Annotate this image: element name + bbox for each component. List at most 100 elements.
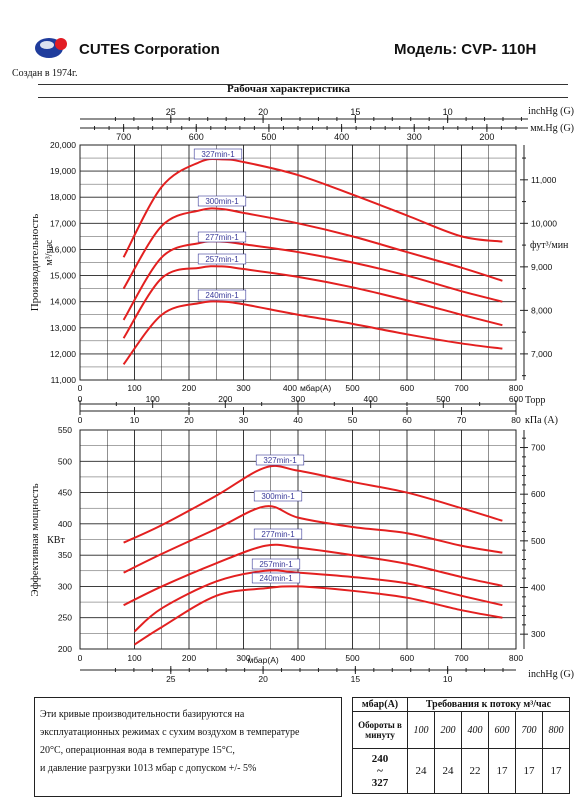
chart1-xtick-label: 500 [345, 383, 359, 393]
table-header-flow: Требования к потоку м³/час [407, 697, 570, 712]
chart1-ytick-label: 13,000 [50, 323, 76, 333]
header-rule-bottom [38, 97, 568, 98]
chart1-y2tick-label: 8,000 [531, 305, 553, 315]
kpa-axis-label: кПа (A) [525, 415, 558, 426]
chart2-y2tick-label: 700 [531, 443, 545, 453]
chart1-y2tick-label: 7,000 [531, 349, 553, 359]
chart1-ytick-label: 20,000 [50, 140, 76, 150]
chart2-ytick-label: 500 [58, 456, 72, 466]
table-rpm-range: 240 ~ 327 [352, 748, 408, 794]
rpm-range-bottom: 327 [371, 777, 389, 789]
chart2-ytick-label: 400 [58, 519, 72, 529]
chart1-series-label-box [197, 289, 247, 301]
chart1-y2tick-label: 11,000 [531, 175, 557, 185]
table-header-pressure: мбар(A) [352, 697, 408, 712]
torr-tick-label: 0 [78, 394, 83, 404]
chart1-xtick-label: 200 [182, 383, 196, 393]
chart1-xtick-label: 800 [509, 383, 523, 393]
flow-requirements-table: мбар(A) Требования к потоку м³/час Оборо… [352, 697, 570, 794]
kpa-tick-label: 10 [130, 415, 140, 425]
chart2-series-label: 300min-1 [261, 492, 295, 501]
chart2-series-label: 257min-1 [259, 560, 293, 569]
company-name: CUTES Corporation [79, 41, 220, 58]
chart1-y2tick-label: 9,000 [531, 262, 553, 272]
chart2-curve [133, 585, 503, 646]
kpa-tick-label: 60 [402, 415, 412, 425]
chart1-y2tick-label: 10,000 [531, 218, 557, 228]
mmhg-tick-label: 200 [479, 132, 494, 142]
table-pressure-cell: 700 [515, 711, 543, 749]
page-subtitle: Рабочая характеристика [226, 83, 351, 95]
chart1-ylabel-unit: м³/час [44, 239, 55, 266]
torr-tick-label: 300 [291, 394, 305, 404]
chart2-series-label-box [251, 558, 301, 570]
table-value-cell: 17 [488, 748, 516, 794]
inhg-bottom-tick-label: 25 [166, 674, 176, 684]
chart1-xtick-label: 700 [454, 383, 468, 393]
chart1-xtick-label: 600 [400, 383, 414, 393]
note-box [34, 697, 342, 797]
chart1-series-label: 300min-1 [205, 197, 239, 206]
table-pressure-cell: 400 [461, 711, 489, 749]
chart2-ylabel: Эффективная мощность [29, 483, 41, 596]
kpa-tick-label: 70 [457, 415, 467, 425]
chart1-ytick-label: 15,000 [50, 271, 76, 281]
chart1-series-label-box [197, 195, 247, 207]
table-value-cell: 22 [461, 748, 489, 794]
chart2-xtick-label: 100 [127, 653, 141, 663]
founded-text: Создан в 1974г. [12, 68, 78, 79]
chart1-xtick-label: 400 [283, 383, 297, 393]
chart1-series-label-box [197, 253, 247, 265]
chart2-series-label: 240min-1 [259, 574, 293, 583]
table-value-cell: 24 [407, 748, 435, 794]
chart1-y2label: фут³/мин [530, 240, 569, 251]
chart2-y2tick-label: 600 [531, 489, 545, 499]
chart2-series-label-box [253, 528, 303, 540]
table-value-cell: 24 [434, 748, 462, 794]
chart1-xtick-label: 300 [236, 383, 250, 393]
chart1-curve [122, 207, 503, 290]
mmhg-tick-label: 700 [116, 132, 131, 142]
chart2-xtick-label: 500 [345, 653, 359, 663]
chart2-curve [133, 569, 503, 633]
torr-tick-label: 100 [146, 394, 160, 404]
chart1-xtick-label: 100 [127, 383, 141, 393]
chart2-series-label-box [255, 454, 305, 466]
chart1-ytick-label: 19,000 [50, 166, 76, 176]
chart2-curve [123, 505, 503, 574]
model-label: Модель: CVP- 110H [394, 41, 537, 58]
chart2-ytick-label: 300 [58, 581, 72, 591]
torr-axis-label: Торр [525, 395, 545, 406]
chart2-y2tick-label: 300 [531, 629, 545, 639]
company-logo-icon [35, 38, 67, 58]
chart2-ytick-label: 550 [58, 425, 72, 435]
chart2-series-label: 277min-1 [261, 530, 295, 539]
chart1-ytick-label: 17,000 [50, 218, 76, 228]
inhg-tick-label: 25 [166, 107, 176, 117]
inhg-bottom-axis-label: inchHg (G) [528, 669, 574, 680]
chart1-ytick-label: 16,000 [50, 244, 76, 254]
header-rule-top [38, 84, 568, 85]
note-line: и давление разгрузки 1013 мбар с допуско… [40, 763, 257, 774]
chart2-ytick-label: 200 [58, 644, 72, 654]
kpa-tick-label: 30 [239, 415, 249, 425]
chart1-ytick-label: 14,000 [50, 297, 76, 307]
chart1-curve [122, 240, 503, 321]
note-line: эксплуатационных режимах с сухим воздухо… [40, 727, 300, 738]
inhg-tick-label: 10 [443, 107, 453, 117]
mmhg-tick-label: 500 [261, 132, 276, 142]
torr-tick-label: 600 [509, 394, 523, 404]
torr-tick-label: 400 [364, 394, 378, 404]
chart2-series-label-box [251, 572, 301, 584]
chart1-curve [122, 300, 503, 365]
table-pressure-cell: 600 [488, 711, 516, 749]
torr-tick-label: 200 [218, 394, 232, 404]
chart1-series-label: 277min-1 [205, 233, 239, 242]
table-pressure-cell: 100 [407, 711, 435, 749]
chart2-curve [123, 543, 503, 607]
chart1-series-label-box [193, 148, 243, 160]
chart1-series-label: 257min-1 [205, 255, 239, 264]
chart1-xtick-label: 0 [78, 383, 83, 393]
chart2-ytick-label: 250 [58, 613, 72, 623]
inhg-tick-label: 15 [350, 107, 360, 117]
